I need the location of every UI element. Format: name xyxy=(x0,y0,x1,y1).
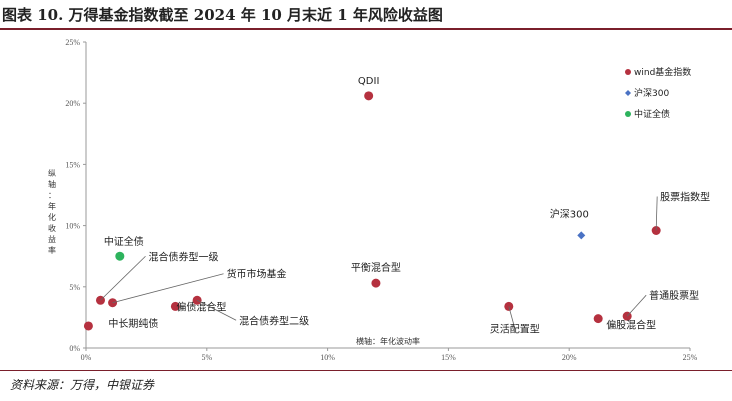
figure-title: 图表 10. 万得基金指数截至 2024 年 10 月末近 1 年风险收益图 xyxy=(0,0,732,30)
legend-label: 中证全债 xyxy=(634,108,670,120)
point-label: 股票指数型 xyxy=(660,190,710,203)
x-tick-label: 0% xyxy=(81,353,92,362)
label-leader-line xyxy=(112,273,224,304)
point-label: 偏股混合型 xyxy=(606,319,656,332)
point-label: 偏债混合型 xyxy=(176,300,226,313)
x-tick-label: 10% xyxy=(320,353,335,362)
x-tick-label: 15% xyxy=(441,353,456,362)
y-tick-label: 25% xyxy=(65,38,80,47)
x-axis-label: 横轴：年化波动率 xyxy=(356,336,420,346)
point-label: 普通股票型 xyxy=(649,289,699,302)
x-tick-label: 25% xyxy=(683,353,698,362)
y-tick-label: 10% xyxy=(65,222,80,231)
y-tick-label: 0% xyxy=(69,344,80,353)
y-tick-label: 15% xyxy=(65,160,80,169)
x-tick-label: 5% xyxy=(201,353,212,362)
legend-marker xyxy=(625,90,631,96)
legend-marker xyxy=(625,69,631,75)
y-axis-label: 纵轴：年化收益率 xyxy=(48,169,56,255)
legend-marker xyxy=(625,111,631,117)
point-label: 中长期纯债 xyxy=(108,317,158,330)
label-leader-line xyxy=(196,299,237,321)
legend-label: wind基金指数 xyxy=(634,66,691,78)
legend-label: 沪深300 xyxy=(634,87,669,99)
point-label: 灵活配置型 xyxy=(490,322,540,335)
point-label: 货币市场基金 xyxy=(227,268,287,281)
point-marker xyxy=(371,278,381,288)
point-label: 中证全债 xyxy=(104,235,144,248)
point-marker xyxy=(593,314,603,324)
point-marker xyxy=(364,91,374,101)
scatter-chart: 0% 5% 10% 15% 20% 25% 0% 5% 10% 15% 20% 25% 横轴：年化波动率… xyxy=(48,38,710,362)
point-label: 混合债券型二级 xyxy=(239,314,309,327)
point-marker xyxy=(577,231,586,240)
y-tick-label: 5% xyxy=(69,283,80,292)
point-label: QDII xyxy=(358,76,379,87)
source-note: 资料来源：万得，中银证券 xyxy=(0,370,732,401)
label-leader-line xyxy=(655,196,658,231)
point-label: 沪深300 xyxy=(550,207,589,220)
point-marker xyxy=(115,251,125,261)
x-tick-label: 20% xyxy=(562,353,577,362)
label-leader-line xyxy=(626,294,647,317)
label-leader-line xyxy=(100,255,146,301)
label-leader-line xyxy=(508,306,516,329)
point-label: 混合债券型一级 xyxy=(148,250,218,263)
point-label: 平衡混合型 xyxy=(351,261,401,274)
y-tick-label: 20% xyxy=(65,99,80,108)
point-marker xyxy=(83,321,93,331)
point-marker xyxy=(170,301,180,311)
